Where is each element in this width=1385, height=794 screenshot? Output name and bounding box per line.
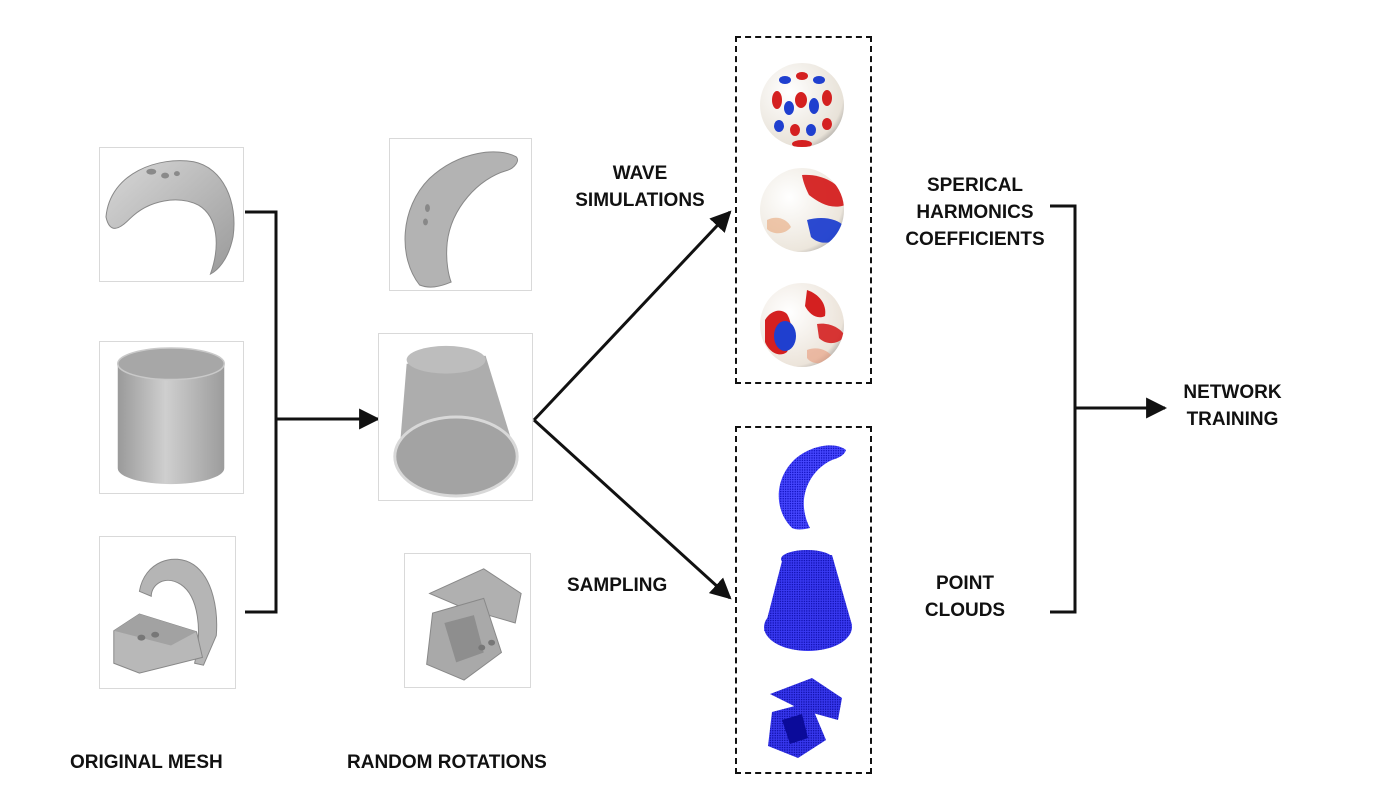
original-mesh-cylinder: [99, 341, 244, 494]
point-cloud-box: [735, 426, 872, 774]
original-mesh-crescent: [99, 147, 244, 282]
label-point-clouds: POINT CLOUDS: [910, 570, 1020, 624]
point-cloud-crescent: [770, 440, 850, 530]
label-pc-line1: POINT: [935, 573, 995, 594]
label-sph-line3: COEFFICIENTS: [905, 229, 1045, 250]
label-sph-line2: HARMONICS: [916, 202, 1034, 223]
label-original-mesh: ORIGINAL MESH: [70, 752, 223, 773]
label-wave-line1: WAVE: [612, 163, 668, 184]
label-spherical-harmonics: SPERICAL HARMONICS COEFFICIENTS: [885, 172, 1065, 253]
rotated-mesh-bracket: [404, 553, 531, 688]
label-sampling: SAMPLING: [567, 575, 668, 596]
label-network-training: NETWORK TRAINING: [1165, 379, 1300, 433]
original-mesh-bracket: [99, 536, 236, 689]
harmonics-box: [735, 36, 872, 384]
label-wave-line2: SIMULATIONS: [575, 190, 705, 211]
point-cloud-bracket: [762, 672, 852, 762]
left-bracket: [245, 210, 278, 614]
point-cloud-cylinder: [760, 545, 855, 655]
label-net-line1: NETWORK: [1183, 382, 1282, 403]
label-net-line2: TRAINING: [1186, 409, 1279, 430]
rotated-mesh-crescent: [389, 138, 532, 291]
arrow-to-wave: [532, 210, 732, 422]
label-wave-simulations: WAVE SIMULATIONS: [560, 160, 720, 214]
right-bracket: [1050, 204, 1077, 614]
arrow-to-sampling: [532, 418, 732, 600]
rotated-mesh-cylinder: [378, 333, 533, 501]
sphere-high-order: [757, 60, 847, 150]
label-random-rotations: RANDOM ROTATIONS: [347, 752, 547, 773]
sphere-low-order: [757, 280, 847, 370]
label-pc-line2: CLOUDS: [924, 600, 1006, 621]
label-sph-line1: SPERICAL: [926, 175, 1024, 196]
sphere-mid-order: [757, 165, 847, 255]
